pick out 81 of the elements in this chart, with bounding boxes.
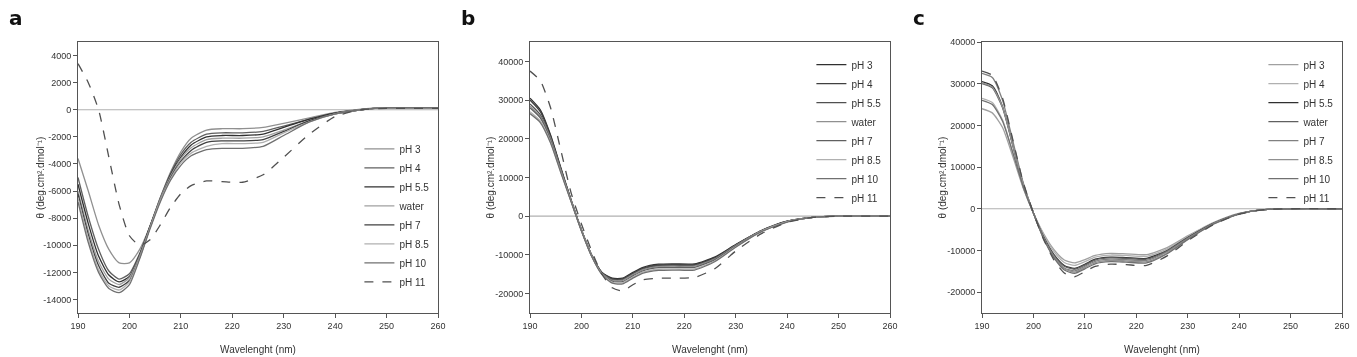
- y-tick-label: 30000: [950, 78, 976, 89]
- legend-label: pH 10: [851, 173, 879, 185]
- x-tick-label: 200: [573, 320, 589, 331]
- x-tick-label: 230: [1180, 320, 1196, 331]
- y-tick-label: -6000: [48, 186, 72, 197]
- chart-title: b: [461, 5, 476, 30]
- legend-label: pH 4: [399, 162, 421, 174]
- y-axis-title: θ (deg.cm².dmol⁻¹): [937, 136, 949, 219]
- x-tick-label: 200: [1025, 320, 1041, 331]
- chart-title: c: [913, 5, 925, 30]
- legend-label: pH 8.5: [1303, 154, 1334, 166]
- chart-title: a: [9, 5, 23, 30]
- legend-label: pH 7: [399, 219, 421, 231]
- y-tick-label: 20000: [498, 133, 524, 144]
- y-tick-label: -4000: [48, 159, 72, 170]
- legend-label: pH 3: [851, 59, 873, 71]
- y-tick-label: 0: [518, 211, 524, 222]
- y-tick-label: 10000: [498, 172, 524, 183]
- legend-label: water: [1302, 116, 1329, 128]
- y-axis-title: θ (deg.cm².dmol⁻¹): [35, 136, 47, 219]
- legend-label: water: [850, 116, 877, 128]
- x-tick-label: 250: [831, 320, 847, 331]
- legend-label: pH 4: [851, 78, 873, 90]
- legend-label: pH 11: [399, 276, 426, 288]
- legend-label: pH 5.5: [399, 181, 430, 193]
- legend-label: water: [398, 200, 425, 212]
- x-tick-label: 260: [882, 320, 898, 331]
- x-tick-label: 230: [276, 320, 292, 331]
- y-tick-label: -12000: [43, 267, 72, 278]
- legend-label: pH 11: [851, 192, 878, 204]
- y-tick-label: -20000: [495, 288, 524, 299]
- x-tick-label: 240: [327, 320, 343, 331]
- y-tick-label: -8000: [48, 213, 72, 224]
- y-tick-label: 2000: [51, 77, 72, 88]
- legend-label: pH 10: [399, 257, 427, 269]
- legend-label: pH 7: [851, 135, 873, 147]
- legend-label: pH 11: [1303, 192, 1330, 204]
- x-tick-label: 230: [728, 320, 744, 331]
- x-tick-label: 220: [1128, 320, 1144, 331]
- x-axis-title: Wavelenght (nm): [220, 344, 296, 355]
- x-tick-label: 260: [1334, 320, 1350, 331]
- x-axis-title: Wavelenght (nm): [1124, 344, 1200, 355]
- y-tick-label: 40000: [498, 56, 524, 67]
- x-tick-label: 210: [1077, 320, 1093, 331]
- x-tick-label: 240: [779, 320, 795, 331]
- legend-label: pH 3: [399, 143, 421, 155]
- legend-label: pH 8.5: [851, 154, 882, 166]
- y-tick-label: 0: [970, 203, 976, 214]
- x-tick-label: 250: [1283, 320, 1299, 331]
- y-axis-title: θ (deg.cm².dmol⁻¹): [485, 136, 497, 219]
- y-tick-label: 30000: [498, 95, 524, 106]
- legend-label: pH 5.5: [1303, 97, 1334, 109]
- y-tick-label: 0: [66, 104, 72, 115]
- y-tick-label: -14000: [43, 294, 72, 305]
- legend-label: pH 8.5: [399, 238, 430, 250]
- y-tick-label: -10000: [947, 245, 976, 256]
- x-tick-label: 250: [379, 320, 395, 331]
- x-tick-label: 260: [430, 320, 446, 331]
- x-tick-label: 190: [522, 320, 538, 331]
- legend-label: pH 5.5: [851, 97, 882, 109]
- y-tick-label: -10000: [495, 250, 524, 261]
- y-tick-label: 20000: [950, 120, 976, 131]
- x-tick-label: 220: [224, 320, 240, 331]
- y-tick-label: -20000: [947, 287, 976, 298]
- x-tick-label: 200: [121, 320, 137, 331]
- legend-label: pH 4: [1303, 78, 1325, 90]
- x-tick-label: 190: [974, 320, 990, 331]
- x-tick-label: 240: [1231, 320, 1247, 331]
- x-tick-label: 210: [173, 320, 189, 331]
- y-tick-label: 4000: [51, 50, 72, 61]
- legend-label: pH 3: [1303, 59, 1325, 71]
- x-tick-label: 220: [676, 320, 692, 331]
- legend-label: pH 10: [1303, 173, 1331, 185]
- y-tick-label: 40000: [950, 37, 976, 48]
- y-tick-label: 10000: [950, 162, 976, 173]
- x-tick-label: 210: [625, 320, 641, 331]
- y-tick-label: -10000: [43, 240, 72, 251]
- legend-label: pH 7: [1303, 135, 1325, 147]
- x-axis-title: Wavelenght (nm): [672, 344, 748, 355]
- y-tick-label: -2000: [48, 132, 72, 142]
- x-tick-label: 190: [70, 320, 86, 331]
